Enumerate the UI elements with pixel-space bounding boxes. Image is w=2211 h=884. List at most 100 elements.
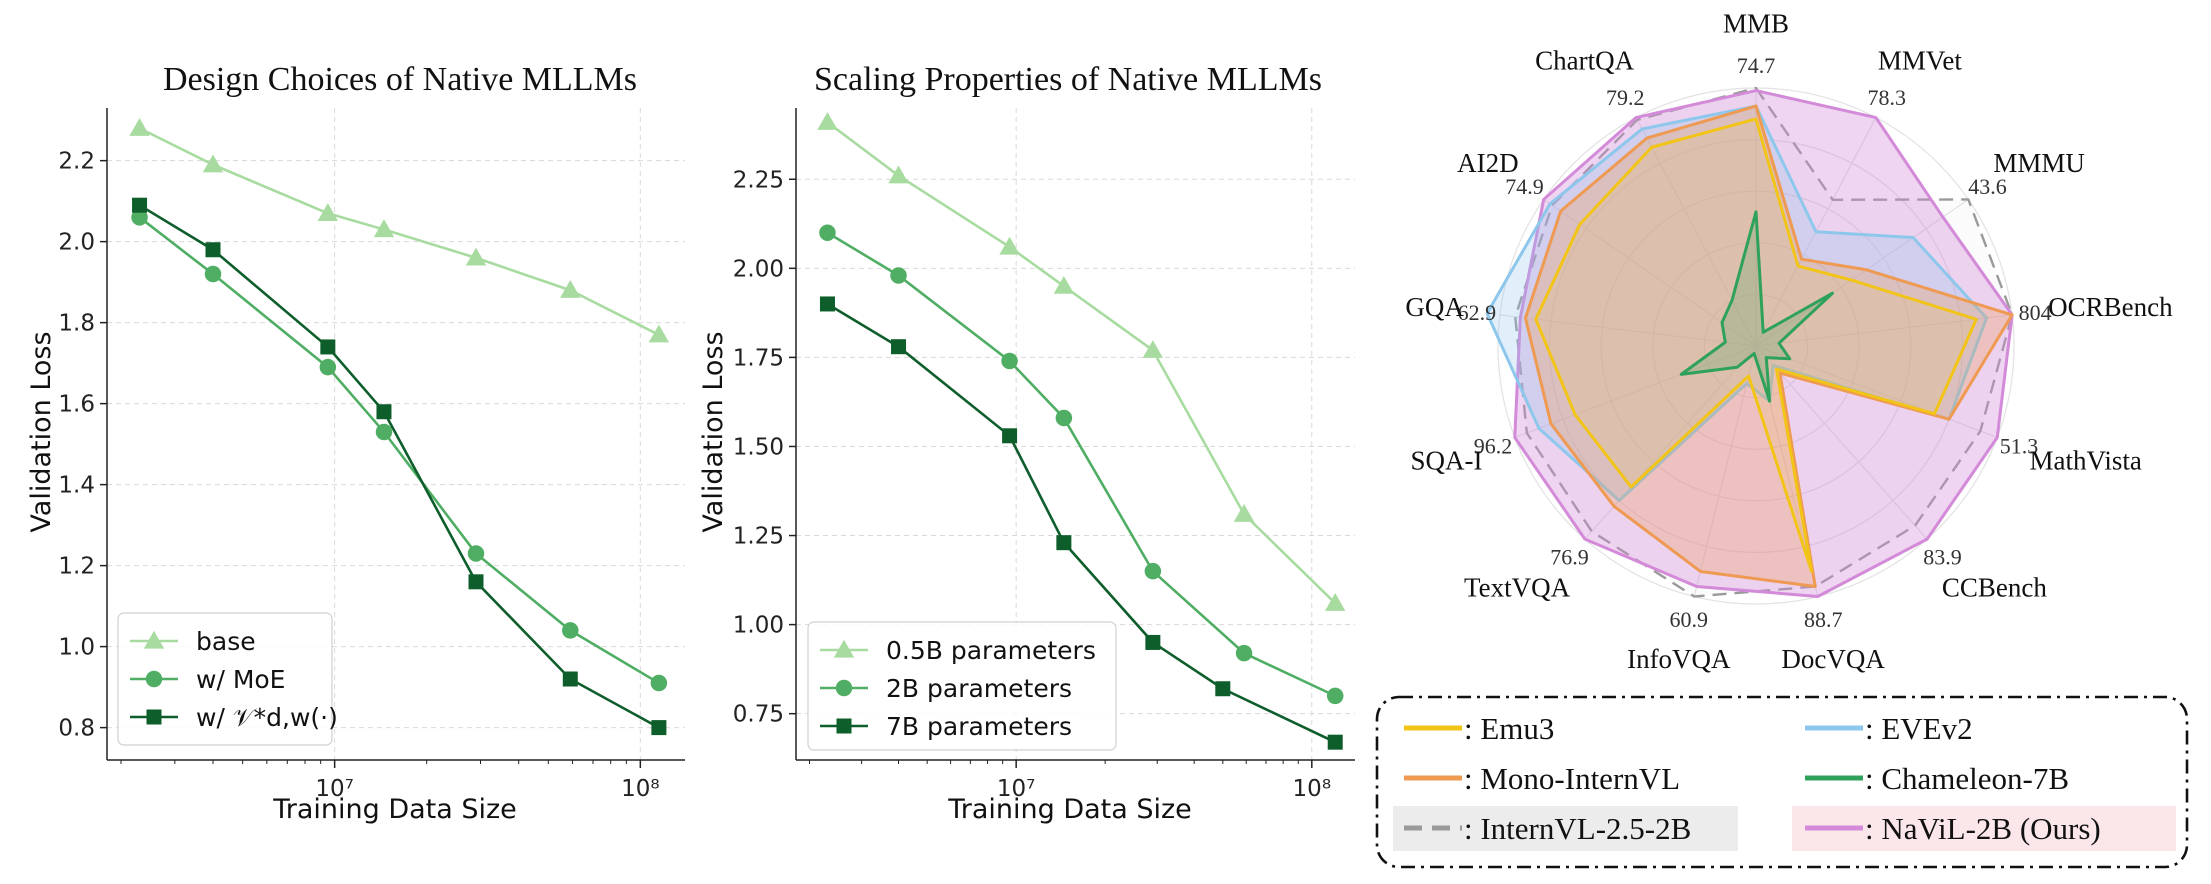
radar-category-label: InfoVQA [1627,644,1731,674]
radar-series-layer [1485,86,2014,599]
data-point [467,545,485,562]
data-point [205,242,221,258]
radar-value-label: 51.3 [2000,434,2039,459]
data-point [819,224,836,241]
legend-label: base [196,627,256,656]
radar-series-polygon [1523,104,2014,588]
legend-highlight [1393,806,1738,851]
legend-marker [145,670,163,688]
data-point [468,574,484,590]
radar-spoke [1755,198,1969,347]
data-point [648,324,670,343]
radar-category-label: MMVet [1878,45,1963,75]
data-point [562,671,578,687]
radar-category-label: OCRBench [2048,292,2173,322]
data-point [1002,428,1018,444]
radar-spoke [1499,314,1757,347]
y-tick-label: 1.2 [58,554,95,580]
radar-value-label: 60.9 [1669,607,1708,632]
radar-value-label: 43.6 [1968,174,2007,199]
data-point [1056,535,1072,551]
tick-labels: 0.8 1.0 1.2 1.4 1.6 1.8 2.0 2.2 10⁷ 10⁸ [58,149,659,802]
series-layer [129,118,670,736]
legend-label: 0.5B parameters [886,636,1096,665]
radar-value-label: 62.9 [1458,300,1497,325]
radar-value-label: 79.2 [1606,85,1645,110]
tick-labels: 0.75 1.00 1.25 1.50 1.75 2.00 2.25 10⁷ 10⁸ [733,167,1331,802]
radar-category-label: MMMU [1993,148,2085,178]
data-point [1233,503,1255,522]
y-tick-label: 1.75 [733,345,784,371]
data-point [129,118,150,136]
x-tick-label: 10⁷ [997,776,1036,802]
y-tick-label: 1.00 [733,613,784,639]
radar-series-polygon [1514,86,2014,598]
data-point [376,404,392,420]
radar-series-polygon [1679,210,1834,403]
data-point [373,219,395,238]
radar-spoke [1755,345,1928,540]
data-point [202,154,224,173]
data-point [1144,562,1162,580]
radar-value-label: 78.3 [1867,85,1906,110]
legend-marker [835,679,853,697]
legend: base w/ MoE w/ 𝒱*d,w(·) [117,612,338,746]
y-tick-label: 1.4 [58,473,95,499]
data-point [1145,634,1161,650]
axes [789,108,1355,768]
data-point [650,674,668,692]
data-point [1001,352,1018,370]
legend-marker [143,630,165,649]
legend-label: 2B parameters [886,674,1072,703]
data-point [891,339,907,355]
x-axis-label: Training Data Size [272,794,517,825]
y-axis-label: Validation Loss [26,331,57,532]
series-line [138,127,660,336]
x-axis-label: Training Data Size [947,794,1192,825]
data-point [319,358,337,376]
legend-label: w/ MoE [196,665,285,694]
radar-category-label: MathVista [2030,445,2142,475]
chart-title: Scaling Properties of Native MLLMs [814,61,1322,98]
data-point [1142,340,1164,358]
data-point [317,203,339,221]
data-point [465,247,487,266]
radar-series-polygon [1534,117,1978,573]
y-tick-label: 2.00 [733,256,784,282]
data-point [817,112,838,130]
legend-marker [836,718,852,734]
data-point [320,339,336,355]
radar-category-label: ChartQA [1535,45,1634,75]
data-point [560,280,581,298]
data-point [651,720,667,736]
data-point [1325,593,1346,611]
legend-label: 7B parameters [886,712,1072,741]
data-point [888,165,909,184]
data-point [1326,687,1344,705]
radar-spoke [1755,314,2013,347]
y-tick-label: 2.25 [733,167,784,193]
legend-label: w/ 𝒱*d,w(·) [196,703,338,732]
scaling-properties-chart: Scaling Properties of Native MLLMs 0.75 1… [698,61,1355,825]
chart-title: Design Choices of Native MLLMs [163,61,637,98]
x-tick-label: 10⁸ [621,776,660,802]
y-axis-label: Validation Loss [698,331,729,532]
radar-spoke [1635,117,1757,347]
y-tick-label: 1.8 [58,311,95,337]
radar-spoke [1755,345,1998,439]
legend-frame [807,621,1117,751]
radar-value-label: 83.9 [1923,544,1962,569]
y-tick-label: 0.75 [733,702,784,728]
data-point [204,265,222,283]
legend-label: : InternVL-2.5-2B [1464,811,1691,846]
legend-marker [146,709,162,725]
data-point [1235,644,1253,662]
legend-frame [117,612,333,746]
data-point [1053,275,1075,294]
series-layer [817,112,1346,750]
data-point [1055,409,1073,427]
radar-series-polygon [1485,104,1989,502]
radar-value-label: 76.9 [1550,544,1589,569]
radar-legend: : Emu3: EVEv2: Mono-InternVL: Chameleon-… [1375,695,2189,869]
